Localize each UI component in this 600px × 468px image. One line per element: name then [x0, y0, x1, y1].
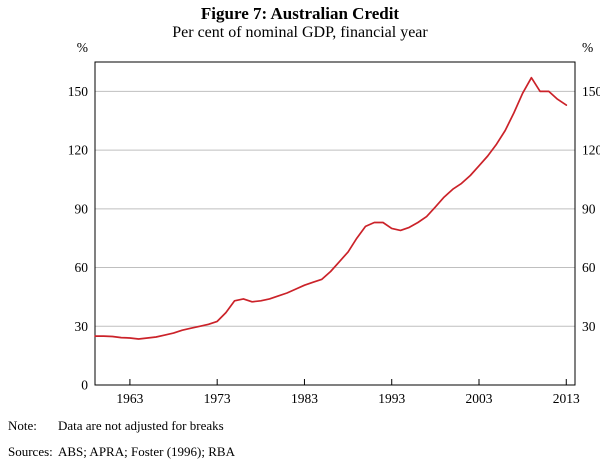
y-tick-label-right-60: 60 — [582, 260, 596, 275]
sources-row: Sources: ABS; APRA; Foster (1996); RBA — [8, 444, 235, 460]
credit-line-chart: % % 0 30 30 60 60 90 90 120 120 150 150 1963 1973 1983 1… — [68, 40, 600, 406]
figure-title: Figure 7: Australian Credit — [200, 4, 400, 23]
y-tick-label-right-150: 150 — [582, 84, 600, 99]
y-tick-label-left-30: 30 — [75, 319, 89, 334]
note-row: Note: Data are not adjusted for breaks — [8, 418, 224, 434]
note-label: Note: — [8, 418, 37, 433]
note-text: Data are not adjusted for breaks — [58, 418, 224, 433]
y-tick-label-right-90: 90 — [582, 201, 596, 216]
y-tick-label-left-120: 120 — [68, 143, 89, 158]
x-tick-label-2003: 2003 — [466, 391, 493, 406]
sources-label: Sources: — [8, 444, 53, 459]
x-tick-label-1963: 1963 — [116, 391, 143, 406]
y-tick-label-left-60: 60 — [75, 260, 89, 275]
y-tick-label-left-150: 150 — [68, 84, 89, 99]
x-tick-label-1983: 1983 — [291, 391, 318, 406]
y-tick-label-left-0: 0 — [81, 378, 88, 393]
y-unit-right: % — [582, 40, 593, 55]
figure-subtitle: Per cent of nominal GDP, financial year — [172, 24, 428, 41]
plot-frame — [94, 61, 576, 386]
x-tick-label-2013: 2013 — [553, 391, 580, 406]
y-tick-label-left-90: 90 — [75, 201, 89, 216]
y-unit-left: % — [77, 40, 88, 55]
sources-text: ABS; APRA; Foster (1996); RBA — [58, 444, 235, 459]
y-tick-label-right-120: 120 — [582, 143, 600, 158]
credit-series-line — [94, 76, 568, 340]
y-tick-label-right-30: 30 — [582, 319, 596, 334]
x-tick-label-1973: 1973 — [204, 391, 231, 406]
x-tick-label-1993: 1993 — [378, 391, 405, 406]
